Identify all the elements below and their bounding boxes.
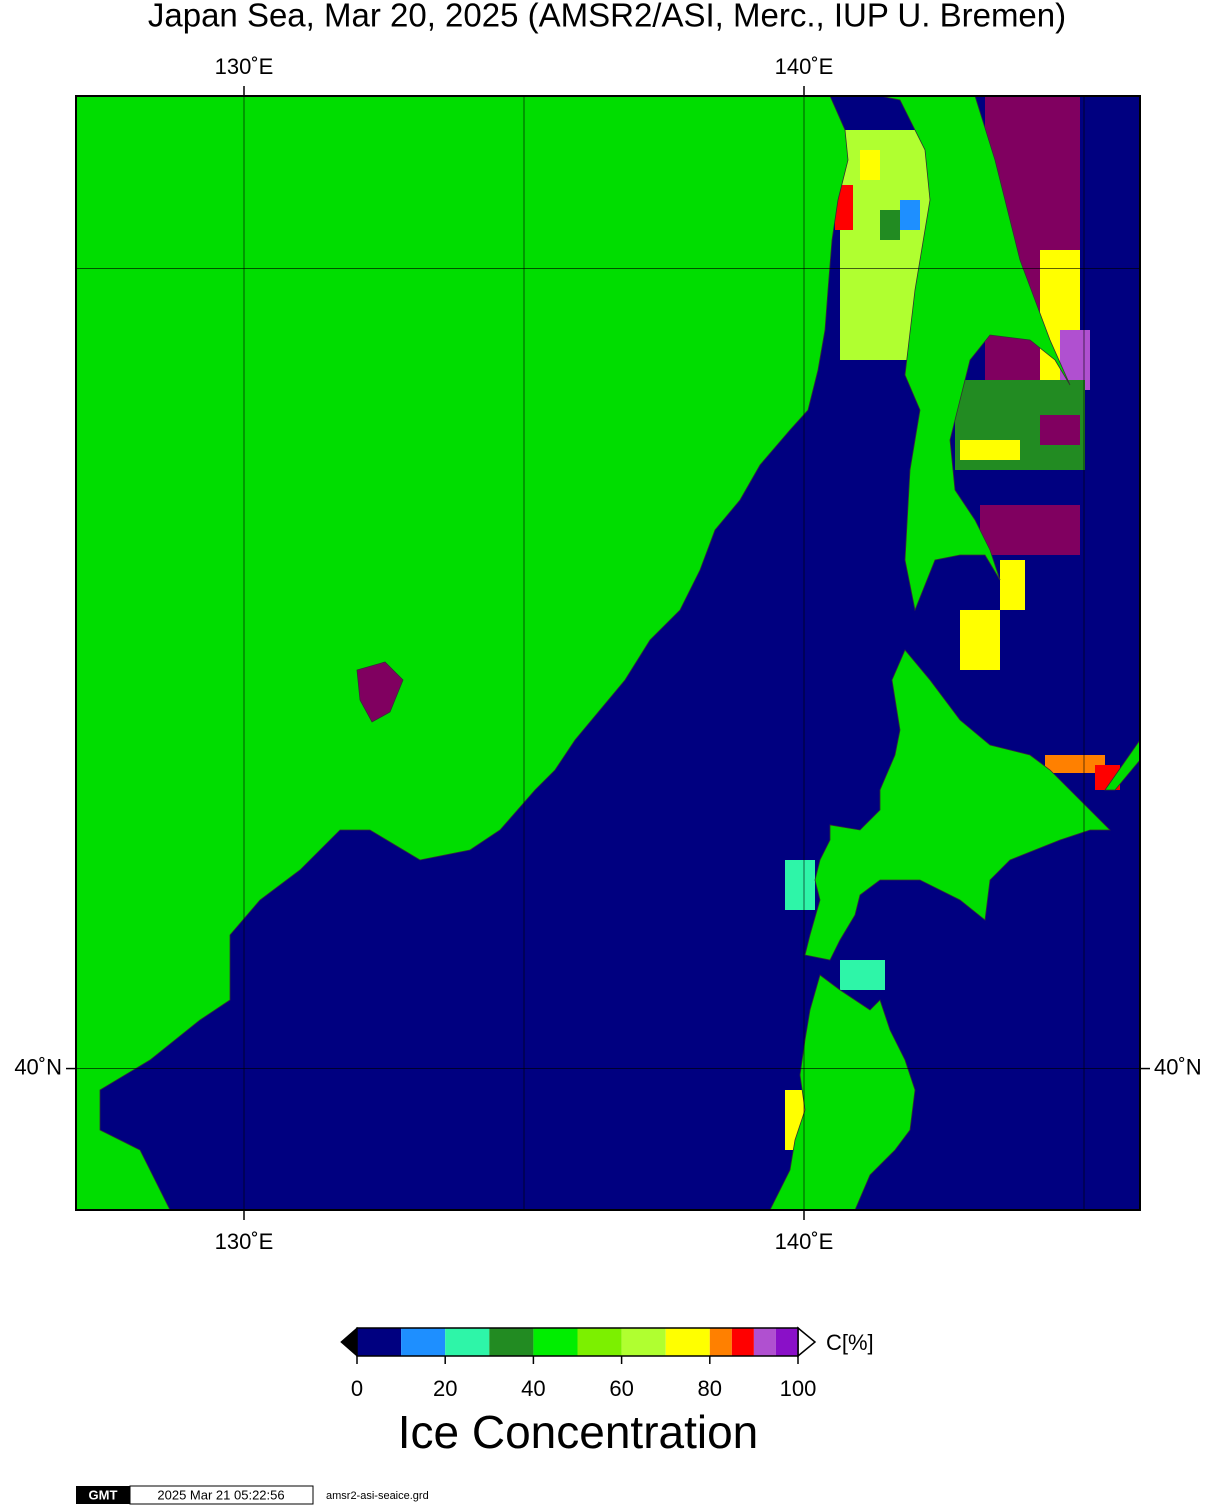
- logo-box: [76, 1486, 130, 1504]
- lat-label: 40˚N: [1154, 1054, 1202, 1079]
- land-mainland: [75, 95, 849, 1211]
- map-frame: [75, 95, 1141, 1211]
- colorbar-bin: [621, 1328, 666, 1356]
- colorbar-bin: [775, 1328, 798, 1356]
- filename: amsr2-asi-seaice.grd: [326, 1490, 429, 1502]
- lon-label: 140˚E: [775, 1229, 834, 1254]
- lon-label: 130˚E: [215, 54, 274, 79]
- colorbar-title: Ice Concentration: [398, 1406, 759, 1458]
- map: [75, 95, 1141, 1211]
- lon-label: 140˚E: [775, 54, 834, 79]
- lon-label: 130˚E: [215, 1229, 274, 1254]
- land-sakhalin: [879, 95, 1071, 612]
- colorbar-tick-label: 20: [433, 1376, 457, 1401]
- colorbar-bin: [357, 1328, 402, 1356]
- colorbar-over: [797, 1326, 817, 1358]
- logo: GMT: [89, 1487, 118, 1502]
- lake-ice: [356, 661, 404, 723]
- colorbar-tick-label: 60: [609, 1376, 633, 1401]
- colorbar: C[%] Ice Concentration 0 20 40 60 80 100: [340, 1326, 874, 1458]
- land-honshu: [769, 974, 916, 1211]
- colorbar-bin: [489, 1328, 534, 1356]
- colorbar-frame: [356, 1327, 799, 1357]
- colorbar-under: [340, 1326, 358, 1358]
- colorbar-bin: [731, 1328, 754, 1356]
- colorbar-tick-label: 100: [780, 1376, 817, 1401]
- ice-pixel: [1000, 560, 1025, 610]
- colorbar-bin: [533, 1328, 578, 1356]
- lat-label: 40˚N: [14, 1054, 62, 1079]
- timestamp: 2025 Mar 21 05:22:56: [157, 1487, 284, 1502]
- ice-pixel: [960, 610, 1000, 670]
- ice-pixel: [860, 150, 880, 180]
- footer: GMT 2025 Mar 21 05:22:56 amsr2-asi-seaic…: [76, 1485, 429, 1505]
- ice-area: [980, 505, 1080, 555]
- ice-pixel: [1045, 755, 1105, 773]
- ice-pixels: [785, 96, 1120, 1150]
- colorbar-bin: [577, 1328, 622, 1356]
- colorbar-tick-label: 40: [521, 1376, 545, 1401]
- title: Japan Sea, Mar 20, 2025 (AMSR2/ASI, Merc…: [148, 0, 1066, 34]
- colorbar-bin: [753, 1328, 776, 1356]
- colorbar-bin: [665, 1328, 710, 1356]
- colorbar-unit: C[%]: [826, 1330, 874, 1355]
- colorbar-bin: [445, 1328, 490, 1356]
- land-hokkaido: [804, 649, 1111, 961]
- ice-pixel: [835, 185, 853, 230]
- ice-pixel: [880, 210, 900, 240]
- ice-pixel: [1040, 415, 1080, 445]
- colorbar-tick-label: 0: [351, 1376, 363, 1401]
- ice-pixel: [960, 440, 1020, 460]
- timestamp-box: [129, 1485, 314, 1505]
- colorbar-tick-label: 80: [698, 1376, 722, 1401]
- colorbar-bin: [709, 1328, 732, 1356]
- ice-pixel: [840, 960, 885, 990]
- ice-pixel: [785, 860, 815, 910]
- colorbar-bin: [401, 1328, 446, 1356]
- ice-pixel: [900, 200, 920, 230]
